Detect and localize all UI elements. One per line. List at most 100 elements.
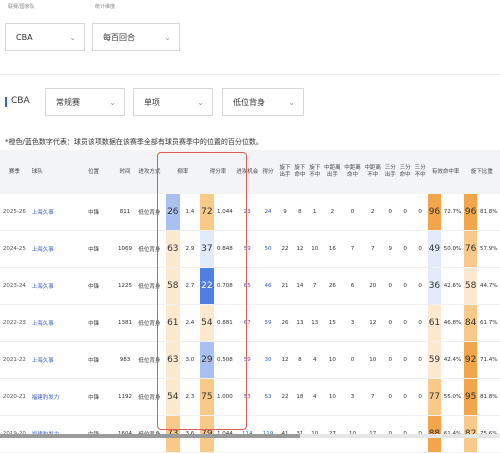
col-header-time[interactable]: 时间 xyxy=(116,150,133,194)
points-per-possession: 1.000 xyxy=(213,378,237,416)
minutes: 1381 xyxy=(116,304,133,342)
play-type-value: 低位背身 xyxy=(233,98,265,107)
col-header-position[interactable]: 位置 xyxy=(70,150,117,194)
rim-rate-percentile: 84 xyxy=(463,304,478,342)
season: 2023-24 xyxy=(0,267,29,305)
3p-fgm: 0 xyxy=(397,230,413,268)
mid-miss: 20 xyxy=(362,267,383,305)
points-per-possession: 0.708 xyxy=(213,267,237,305)
col-header-rim-rate[interactable]: 旋下比重 xyxy=(463,150,500,194)
col-header-points[interactable]: 得分 xyxy=(258,150,278,194)
efg-percentile: 61 xyxy=(427,304,442,342)
minutes: 1069 xyxy=(116,230,133,268)
mid-fgm: 6 xyxy=(342,267,363,305)
stats-table: 赛季 球队 位置 时间 进攻方式 频率 得分率 进攻机会 得分 旋下出手 旋下命… xyxy=(0,150,500,453)
efg-value: 50.0% xyxy=(441,230,464,268)
rim-rate-value: 81.8% xyxy=(477,378,500,416)
rim-miss: 13 xyxy=(307,304,323,342)
league-label: 联赛/国家队 xyxy=(8,4,35,10)
section-accent-bar xyxy=(5,97,7,107)
col-header-season[interactable]: 赛季 xyxy=(0,150,29,194)
play-type: 低位背身 xyxy=(132,230,166,268)
chevron-down-icon: ⌄ xyxy=(109,98,116,107)
col-header-team[interactable]: 球队 xyxy=(28,150,71,194)
col-header-frequency[interactable]: 频率 xyxy=(165,150,200,194)
league-select[interactable]: CBA ⌄ xyxy=(5,23,85,51)
3p-fgm: 0 xyxy=(397,304,413,342)
3p-fgm: 0 xyxy=(397,341,413,379)
horizontal-scrollbar[interactable] xyxy=(0,434,500,438)
mid-fgm: 0 xyxy=(342,194,363,231)
col-header-method[interactable]: 进攻方式 xyxy=(132,150,166,194)
efg-value: 42.6% xyxy=(441,267,464,305)
season: 2021-22 xyxy=(0,341,29,379)
mid-miss: 10 xyxy=(362,341,383,379)
3p-fga: 9 xyxy=(382,230,398,268)
mid-miss: 2 xyxy=(362,194,383,231)
col-header-3p-fga[interactable]: 三分出手 xyxy=(382,150,398,194)
ppp-percentile: 22 xyxy=(199,267,214,305)
points: 46 xyxy=(258,267,278,305)
ppp-percentile: 54 xyxy=(199,304,214,342)
stats-select[interactable]: 每百回合 ⌄ xyxy=(92,23,180,51)
team-name[interactable]: 福建豹发力 xyxy=(28,378,71,416)
play-type-select[interactable]: 低位背身 ⌄ xyxy=(222,88,304,116)
col-header-rim-miss[interactable]: 旋下不中 xyxy=(307,150,323,194)
col-header-possessions[interactable]: 进攻机会 xyxy=(236,150,259,194)
col-header-3p-miss[interactable]: 三分不中 xyxy=(412,150,428,194)
efg-value: 72.7% xyxy=(441,194,464,231)
rim-fga: 9 xyxy=(277,194,293,231)
rim-fga: 12 xyxy=(277,341,293,379)
rim-fgm: 8 xyxy=(292,194,308,231)
rim-miss: 1 xyxy=(307,194,323,231)
points: 53 xyxy=(258,378,278,416)
efg-percentile: 96 xyxy=(427,194,442,231)
rim-fgm: 14 xyxy=(292,267,308,305)
freq-percentile: 58 xyxy=(165,267,180,305)
chevron-down-icon: ⌄ xyxy=(288,98,295,107)
col-header-rim-fgm[interactable]: 旋下命中 xyxy=(292,150,308,194)
team-name[interactable]: 上海久事 xyxy=(28,194,71,231)
col-header-mid-fga[interactable]: 中距离出手 xyxy=(322,150,343,194)
points: 59 xyxy=(258,304,278,342)
minutes: 811 xyxy=(116,194,133,231)
col-header-mid-miss[interactable]: 中距离不中 xyxy=(362,150,383,194)
col-header-ppp[interactable]: 得分率 xyxy=(199,150,237,194)
rim-rate-percentile: 95 xyxy=(463,378,478,416)
mid-fga: 10 xyxy=(322,378,343,416)
possessions: 59 xyxy=(236,341,259,379)
section-title: CBA xyxy=(11,96,30,106)
mid-miss: 7 xyxy=(362,378,383,416)
scrollbar-thumb[interactable] xyxy=(0,434,300,438)
league-select-value: CBA xyxy=(16,33,33,42)
3p-fga: 0 xyxy=(382,378,398,416)
rim-fgm: 13 xyxy=(292,304,308,342)
percentile-note: *橙色/蓝色数字代表：球员该项数据在该赛季全部有球员赛季中的位置的百分位数。 xyxy=(5,138,263,146)
play-type: 低位背身 xyxy=(132,341,166,379)
play-type: 低位背身 xyxy=(132,304,166,342)
rim-fga: 22 xyxy=(277,378,293,416)
season-type-value: 常规赛 xyxy=(56,98,80,107)
season-type-select[interactable]: 常规赛 ⌄ xyxy=(45,88,125,116)
mid-miss: 12 xyxy=(362,304,383,342)
3p-fgm: 0 xyxy=(397,267,413,305)
col-header-mid-fgm[interactable]: 中距离命中 xyxy=(342,150,363,194)
3p-fgm: 0 xyxy=(397,378,413,416)
position: 中锋 xyxy=(70,378,117,416)
frequency: 2.9 xyxy=(179,230,200,268)
possessions: 53 xyxy=(236,378,259,416)
team-name[interactable]: 上海久事 xyxy=(28,230,71,268)
col-header-rim-fga[interactable]: 旋下出手 xyxy=(277,150,293,194)
team-name[interactable]: 上海久事 xyxy=(28,304,71,342)
minutes: 1192 xyxy=(116,378,133,416)
stat-category-select[interactable]: 单项 ⌄ xyxy=(133,88,213,116)
team-name[interactable]: 上海久事 xyxy=(28,267,71,305)
rim-rate-percentile: 58 xyxy=(463,267,478,305)
minutes: 1225 xyxy=(116,267,133,305)
col-header-3p-fgm[interactable]: 三分命中 xyxy=(397,150,413,194)
freq-percentile: 63 xyxy=(165,341,180,379)
rim-rate-value: 81.8% xyxy=(477,194,500,231)
position: 中锋 xyxy=(70,194,117,231)
team-name[interactable]: 上海久事 xyxy=(28,341,71,379)
col-header-efg[interactable]: 有效命中率 xyxy=(427,150,464,194)
